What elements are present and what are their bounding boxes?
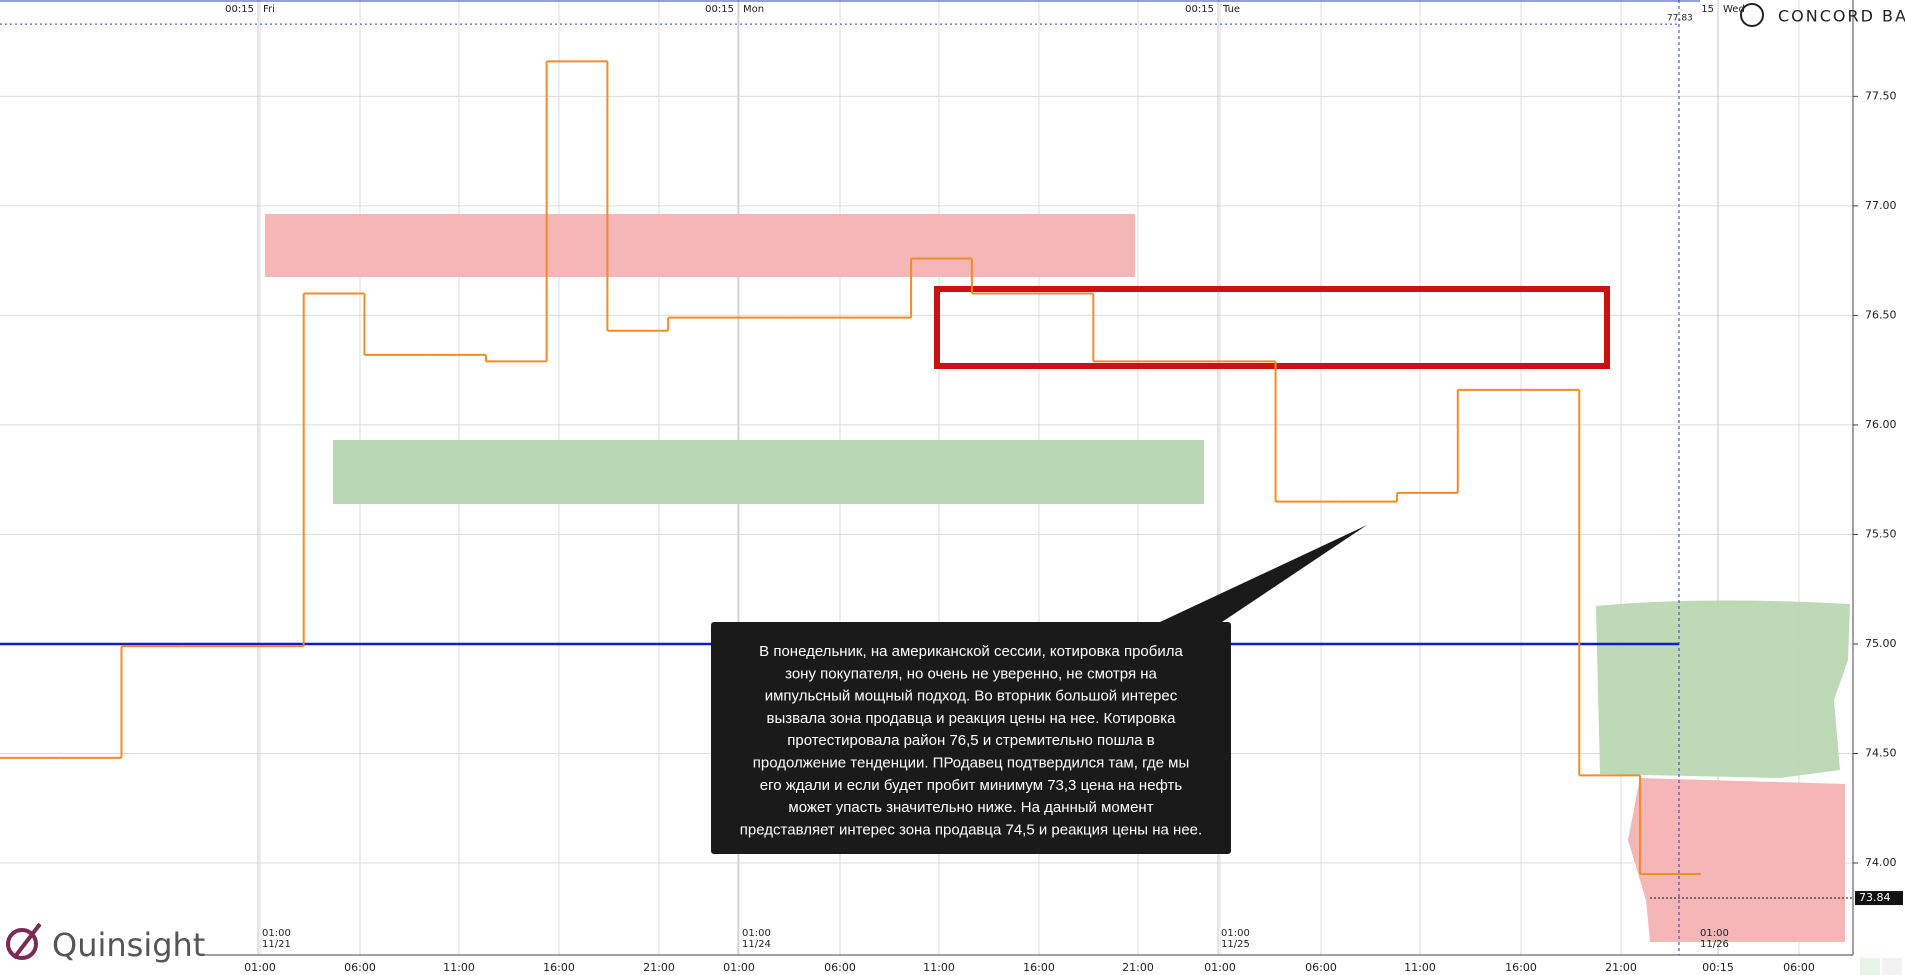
- high-label: 77.83: [1667, 14, 1693, 24]
- session-day: Tue: [1222, 4, 1240, 15]
- seller-zone: [265, 214, 1135, 277]
- session-date: 11/21: [262, 939, 291, 950]
- callout-box: [711, 622, 1231, 854]
- x-tick-label: 01:00: [1204, 961, 1236, 974]
- refresh-button[interactable]: [1860, 958, 1880, 975]
- watermark-icon: [6, 922, 42, 960]
- y-tick-label: 75.00: [1865, 637, 1897, 650]
- x-tick-label: 00:15: [1702, 961, 1734, 974]
- brand-name: CONCORD BAY: [1778, 7, 1905, 26]
- session-date: 11/26: [1700, 939, 1729, 950]
- session-time: 01:00: [742, 928, 771, 939]
- annotation-line: импульсный мощный подход. Во вторник бол…: [765, 688, 1178, 705]
- x-tick-label: 16:00: [1023, 961, 1055, 974]
- x-tick-label: 21:00: [1605, 961, 1637, 974]
- x-tick-label: 06:00: [1783, 961, 1815, 974]
- session-time: 00:15: [225, 4, 254, 15]
- annotation-line: представляет интерес зона продавца 74,5 …: [740, 821, 1202, 838]
- y-tick-label: 77.00: [1865, 199, 1897, 212]
- brand-logo: CONCORD BAY: [1740, 3, 1905, 27]
- x-tick-label: 11:00: [923, 961, 955, 974]
- callout-pointer: [1160, 525, 1367, 622]
- session-date: 11/25: [1221, 939, 1250, 950]
- x-tick-label: 06:00: [1305, 961, 1337, 974]
- x-tick-label: 06:00: [824, 961, 856, 974]
- annotation-line: В понедельник, на американской сессии, к…: [759, 643, 1183, 660]
- x-tick-label: 06:00: [344, 961, 376, 974]
- x-tick-label: 11:00: [1404, 961, 1436, 974]
- x-tick-label: 11:00: [443, 961, 475, 974]
- test-zone-frame: [934, 286, 1610, 369]
- annotation-line: протестировала район 76,5 и стремительно…: [787, 732, 1155, 749]
- x-tick-label: 01:00: [723, 961, 755, 974]
- session-day: Fri: [263, 4, 275, 15]
- session-time: 01:00: [262, 928, 291, 939]
- watermark: Quinsight: [52, 926, 205, 964]
- session-date: 11/24: [742, 939, 771, 950]
- brand-icon: [1740, 3, 1764, 27]
- buyer-zone: [333, 440, 1204, 504]
- x-tick-label: 21:00: [643, 961, 675, 974]
- annotation-line: зону покупателя, но очень не уверенно, н…: [785, 665, 1157, 682]
- annotation-line: продолжение тенденции. ПРодавец подтверд…: [753, 754, 1190, 771]
- seller-zone-new: [1628, 778, 1845, 942]
- x-tick-label: 01:00: [244, 961, 276, 974]
- annotation-line: его ждали и если будет пробит минимум 73…: [760, 777, 1183, 794]
- x-tick-label: 16:00: [543, 961, 575, 974]
- session-time: 00:15: [1185, 4, 1214, 15]
- y-tick-label: 75.50: [1865, 527, 1897, 540]
- session-day: Mon: [743, 4, 764, 15]
- x-tick-label: 16:00: [1505, 961, 1537, 974]
- x-tick-label: 21:00: [1122, 961, 1154, 974]
- session-time: 01:00: [1221, 928, 1250, 939]
- buyer-zone-new: [1596, 600, 1850, 778]
- add-button[interactable]: [1882, 958, 1902, 975]
- session-time: 01:00: [1700, 928, 1729, 939]
- session-day: Wed: [1723, 4, 1745, 15]
- annotation-line: вызвала зона продавца и реакция цены на …: [767, 710, 1177, 727]
- y-tick-label: 76.00: [1865, 418, 1897, 431]
- session-time: 00:15: [705, 4, 734, 15]
- y-tick-label: 77.50: [1865, 89, 1897, 102]
- watermark-bg: [0, 915, 200, 975]
- annotation-line: может упасть значительно ниже. На данный…: [788, 799, 1153, 816]
- y-tick-label: 76.50: [1865, 308, 1897, 321]
- last-price-label: 73.84: [1859, 891, 1891, 904]
- y-tick-label: 74.50: [1865, 746, 1897, 759]
- last-price-box: [1855, 891, 1903, 906]
- session-time: 15: [1701, 4, 1714, 15]
- y-tick-label: 74.00: [1865, 856, 1897, 869]
